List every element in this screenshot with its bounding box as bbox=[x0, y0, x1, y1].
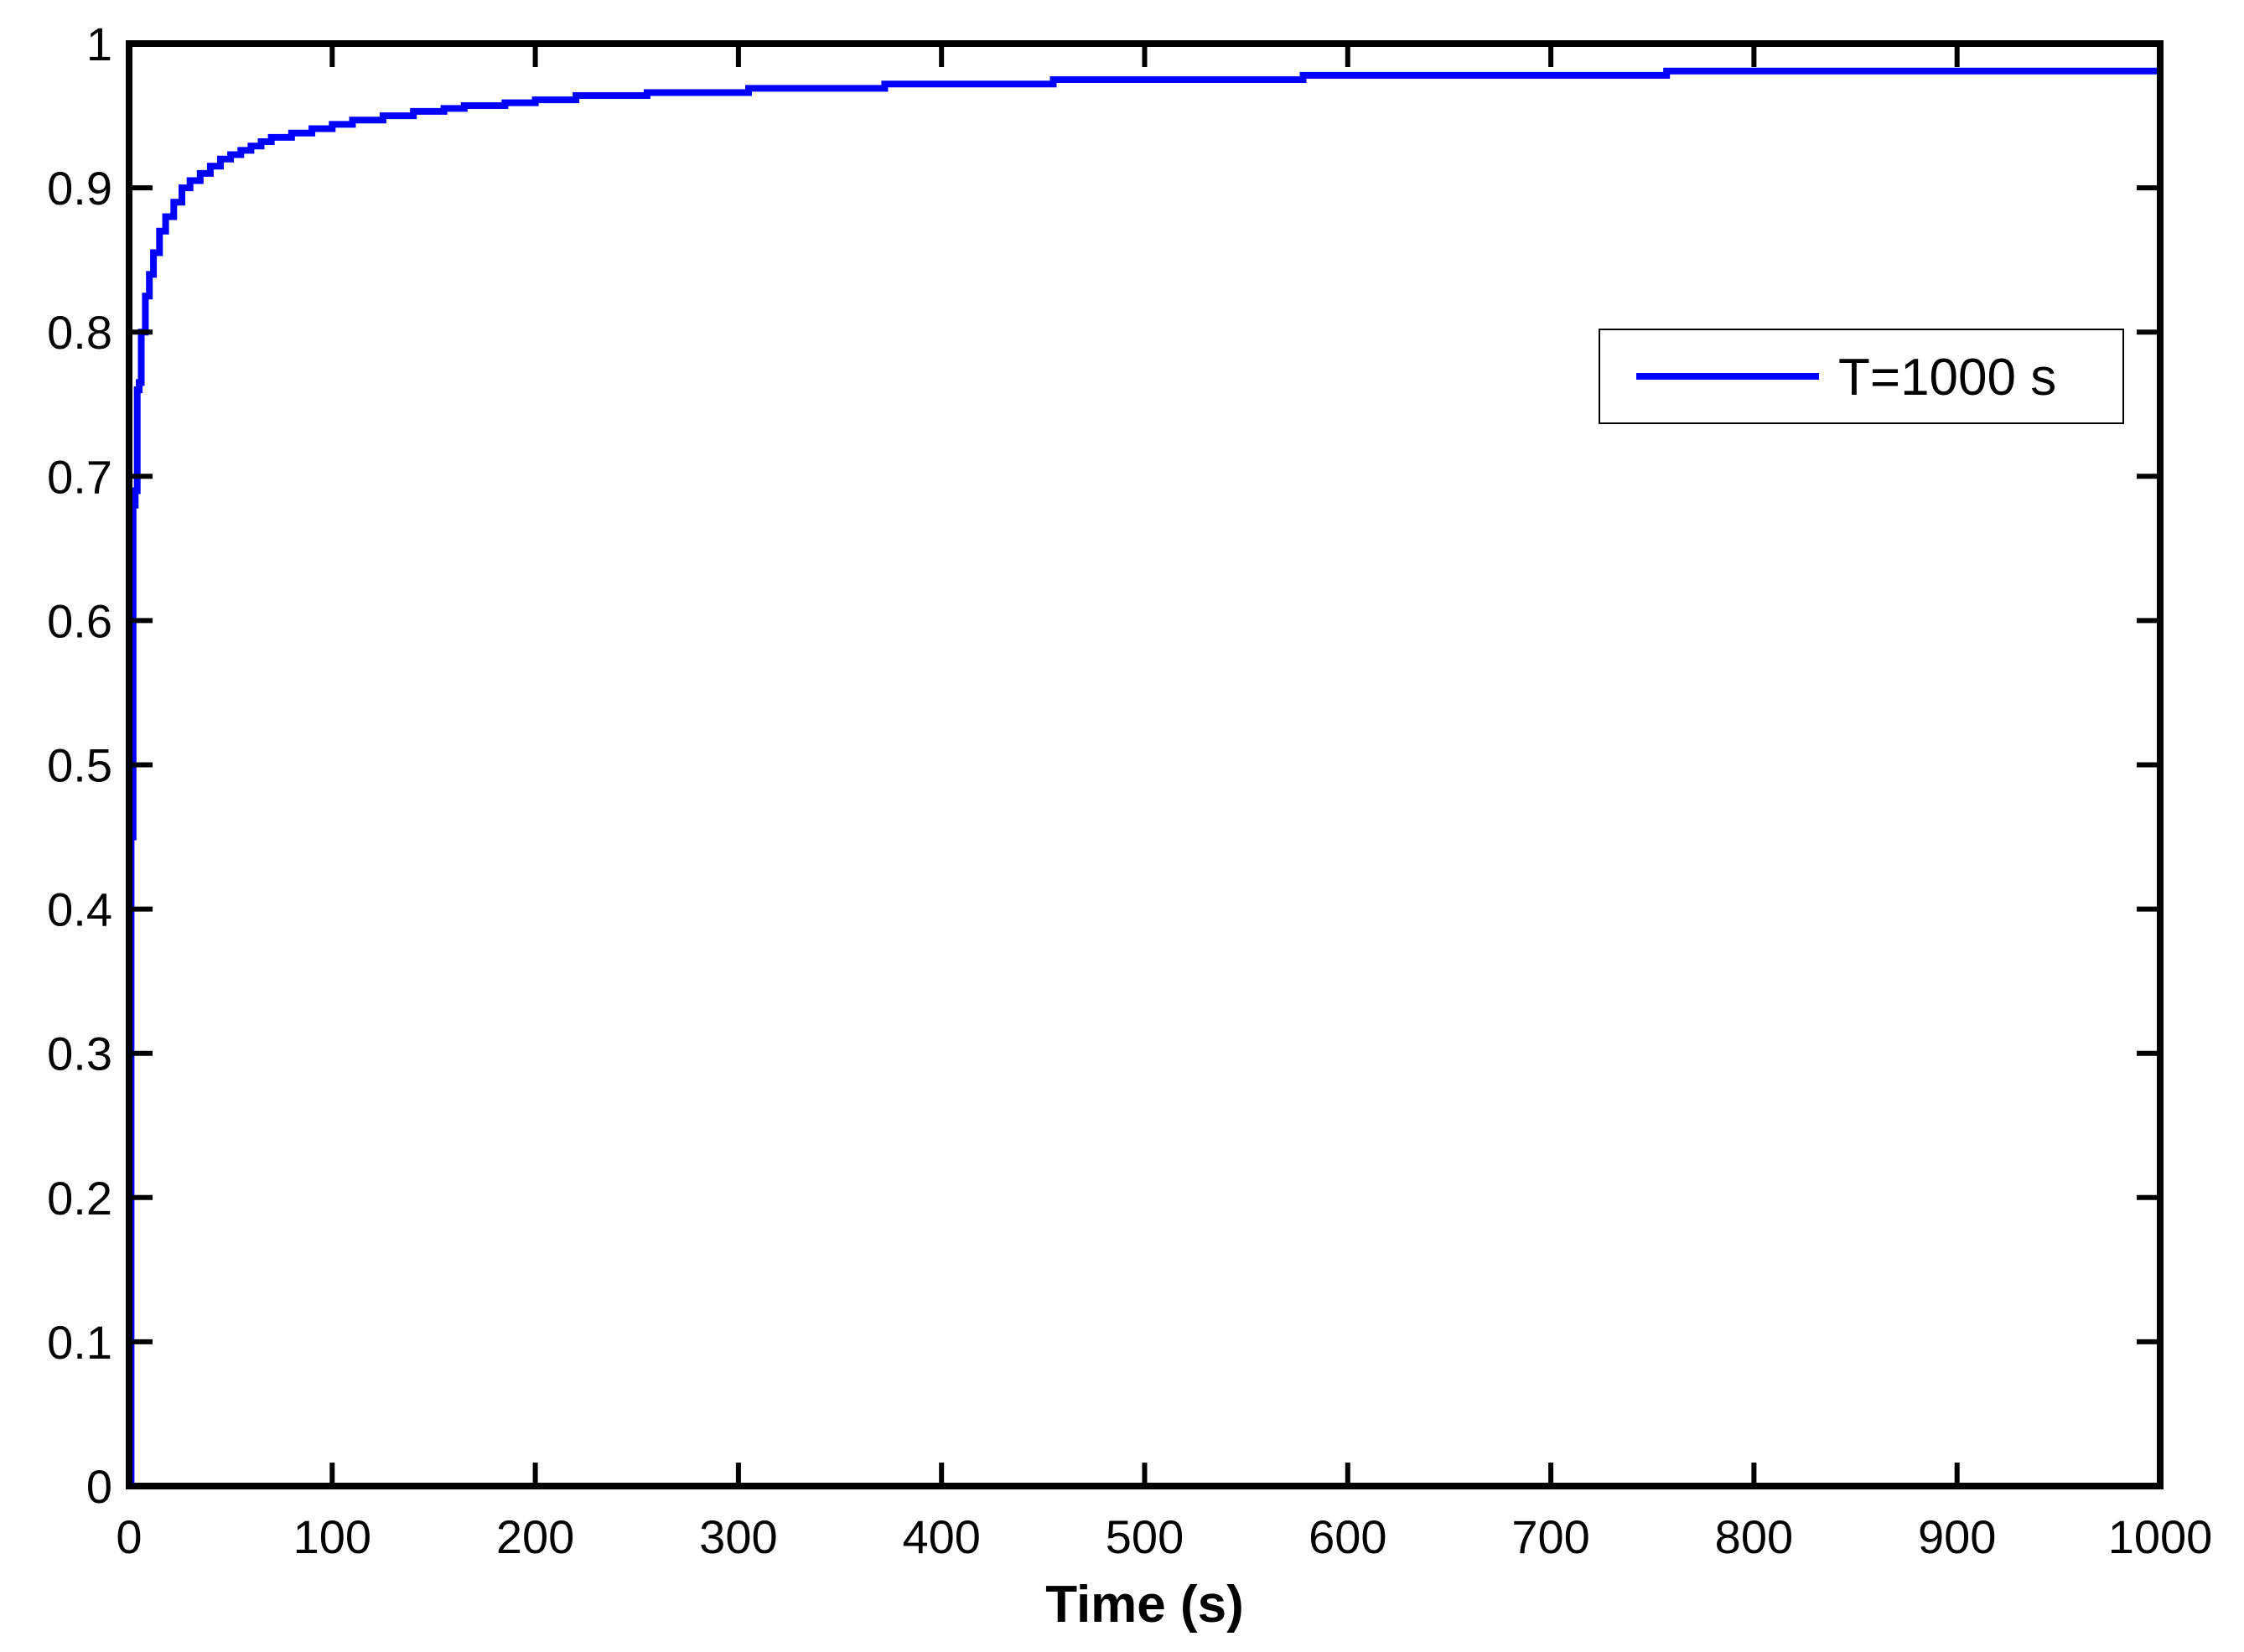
x-axis-title: Time (s) bbox=[1045, 1576, 1244, 1634]
y-tick-label: 0.2 bbox=[47, 1172, 112, 1225]
y-tick-label: 0.7 bbox=[47, 450, 112, 503]
y-tick-label: 0.1 bbox=[47, 1316, 112, 1369]
y-tick-label: 0.8 bbox=[47, 306, 112, 359]
x-tick-label: 900 bbox=[1918, 1510, 1996, 1563]
y-tick-label: 0.5 bbox=[47, 739, 112, 792]
axes-frame bbox=[126, 40, 2164, 1489]
plot-area bbox=[127, 67, 2160, 1489]
y-tick-label: 0.6 bbox=[47, 594, 112, 647]
legend: T=1000 s bbox=[1599, 329, 2124, 424]
x-tick-label: 700 bbox=[1511, 1510, 1589, 1563]
x-tick-label: 200 bbox=[496, 1510, 574, 1563]
x-tick-label: 0 bbox=[116, 1510, 142, 1563]
series-line-0 bbox=[127, 67, 2160, 1489]
y-tick-label: 0.9 bbox=[47, 162, 112, 215]
y-tick-label: 0.4 bbox=[47, 883, 112, 936]
y-tick-label: 0.3 bbox=[47, 1028, 112, 1080]
x-tick-label: 500 bbox=[1106, 1510, 1184, 1563]
x-tick-label: 400 bbox=[902, 1510, 980, 1563]
legend-label: T=1000 s bbox=[1838, 349, 2056, 407]
y-tick-label: 0 bbox=[86, 1460, 112, 1513]
tick-labels: 0 100 200 300 400 500 600 700 800 900 1000 0 0.1 0.2 0… bbox=[47, 18, 2212, 1563]
x-tick-label: 800 bbox=[1715, 1510, 1793, 1563]
x-tick-label: 300 bbox=[699, 1510, 777, 1563]
x-tick-label: 1000 bbox=[2108, 1510, 2213, 1563]
x-tick-label: 600 bbox=[1309, 1510, 1386, 1563]
y-tick-label: 1 bbox=[86, 18, 112, 70]
x-tick-label: 100 bbox=[293, 1510, 371, 1563]
